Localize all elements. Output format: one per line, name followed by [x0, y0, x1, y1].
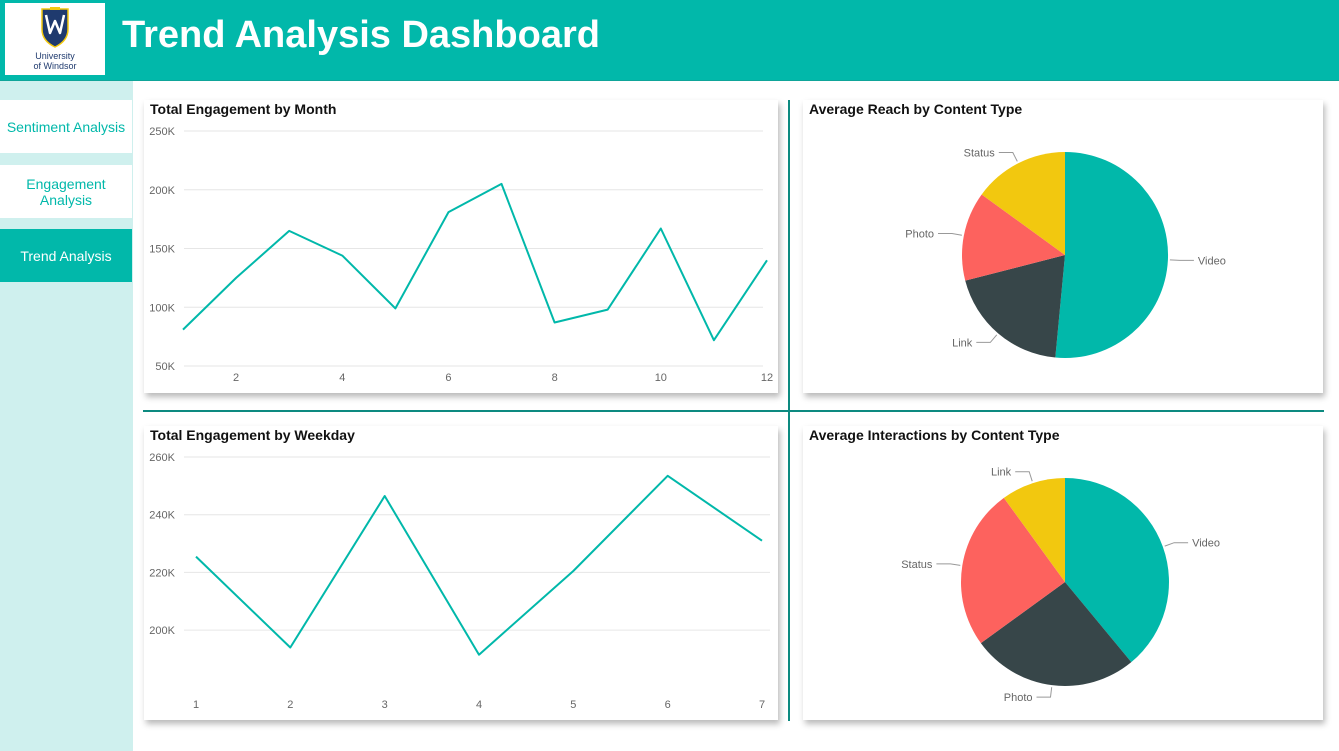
x-tick-label: 1: [193, 699, 199, 711]
leader-line: [936, 563, 961, 566]
nav-engagement-analysis-label: Engagement Analysis: [26, 175, 106, 208]
data-point: [382, 493, 388, 499]
header-bar: University of Windsor Trend Analysis Das…: [0, 0, 1339, 81]
pie-slice-status: [960, 497, 1065, 644]
slice-label-link: Link: [952, 337, 973, 349]
leader-line: [1169, 259, 1194, 261]
engagement-by-month-card[interactable]: Total Engagement by Month 50K 100K 150K 200…: [144, 100, 778, 393]
interactions-by-content-card[interactable]: Average Interactions by Content Type Vid…: [803, 426, 1323, 720]
x-tick-label: 6: [665, 699, 671, 711]
leader-line: [1164, 542, 1189, 547]
x-tick-label: 10: [655, 372, 667, 384]
nav-trend-analysis[interactable]: Trend Analysis: [0, 229, 132, 282]
leader-line: [998, 152, 1018, 162]
slice-label-status: Status: [901, 559, 933, 571]
university-logo: University of Windsor: [5, 3, 105, 75]
data-point: [445, 209, 451, 215]
interactions-by-content-title: Average Interactions by Content Type: [809, 427, 1060, 443]
y-tick-label: 250K: [149, 126, 175, 138]
x-tick-label: 5: [570, 699, 576, 711]
pie-slice-video: [1055, 152, 1169, 359]
y-tick-label: 100K: [149, 302, 175, 314]
data-point: [665, 473, 671, 479]
data-point: [658, 226, 664, 232]
series-line: [195, 474, 763, 656]
pie-slice-link: [1003, 478, 1065, 582]
engagement-by-month-title: Total Engagement by Month: [150, 101, 337, 117]
sidebar: Sentiment Analysis Engagement Analysis T…: [0, 81, 133, 751]
data-point: [552, 320, 558, 326]
data-point: [287, 644, 293, 650]
y-tick-label: 200K: [149, 625, 175, 637]
data-point: [764, 257, 770, 263]
data-point: [233, 275, 239, 281]
nav-sentiment-analysis-label: Sentiment Analysis: [6, 118, 126, 135]
slice-label-status: Status: [964, 148, 996, 160]
y-tick-label: 50K: [155, 361, 175, 373]
engagement-by-month-chart: 50K 100K 150K 200K 250K 2 4 6 8 10 12: [149, 126, 773, 384]
shield-icon: [41, 7, 69, 48]
data-point: [476, 652, 482, 658]
page-title: Trend Analysis Dashboard: [122, 14, 600, 56]
slice-label-video: Video: [1198, 255, 1226, 267]
horizontal-divider: [143, 410, 1324, 412]
pie-slice-link: [965, 255, 1065, 358]
logo-text-line1: University: [35, 51, 75, 61]
y-tick-label: 150K: [149, 244, 175, 256]
data-point: [180, 327, 186, 333]
x-tick-label: 12: [761, 372, 773, 384]
x-tick-label: 2: [287, 699, 293, 711]
leader-line: [1036, 687, 1053, 698]
x-tick-label: 6: [445, 372, 451, 384]
data-point: [570, 568, 576, 574]
pie-slice-video: [1065, 478, 1169, 663]
nav-engagement-analysis[interactable]: Engagement Analysis: [0, 165, 132, 218]
slice-label-video: Video: [1192, 538, 1220, 550]
x-tick-label: 3: [382, 699, 388, 711]
slice-label-photo: Photo: [905, 229, 934, 241]
x-tick-label: 8: [552, 372, 558, 384]
leader-line: [976, 334, 998, 343]
reach-by-content-title: Average Reach by Content Type: [809, 101, 1023, 117]
y-tick-label: 200K: [149, 185, 175, 197]
leader-line: [938, 233, 962, 236]
data-point: [286, 228, 292, 234]
engagement-by-weekday-chart: 200K 220K 240K 260K 1 2 3 4 5 6 7: [149, 452, 770, 711]
data-point: [605, 307, 611, 313]
data-point: [339, 253, 345, 259]
nav-trend-analysis-label: Trend Analysis: [20, 247, 112, 264]
reach-by-content-card[interactable]: Average Reach by Content Type Video Link P…: [803, 100, 1323, 393]
y-tick-label: 260K: [149, 452, 175, 464]
slice-label-link: Link: [991, 467, 1012, 479]
data-point: [499, 181, 505, 187]
pie-slice-photo: [962, 194, 1065, 281]
reach-by-content-chart: Video Link Photo Status: [905, 148, 1226, 359]
pie-slice-status: [981, 152, 1065, 255]
x-tick-label: 4: [476, 699, 482, 711]
nav-sentiment-analysis[interactable]: Sentiment Analysis: [0, 100, 132, 153]
pie-slice-photo: [980, 582, 1132, 686]
data-point: [711, 337, 717, 343]
engagement-by-weekday-card[interactable]: Total Engagement by Weekday 200K 220K 240K…: [144, 426, 778, 720]
x-tick-label: 2: [233, 372, 239, 384]
series-line: [182, 182, 768, 342]
slice-label-photo: Photo: [1004, 692, 1033, 704]
leader-line: [1015, 471, 1033, 482]
x-tick-label: 7: [759, 699, 765, 711]
y-tick-label: 240K: [149, 510, 175, 522]
logo-text-line2: of Windsor: [33, 61, 77, 71]
interactions-by-content-chart: Video Photo Status Link: [901, 467, 1220, 704]
data-point: [759, 538, 765, 544]
x-tick-label: 4: [339, 372, 345, 384]
y-tick-label: 220K: [149, 567, 175, 579]
data-point: [392, 305, 398, 311]
engagement-by-weekday-title: Total Engagement by Weekday: [150, 427, 355, 443]
data-point: [193, 554, 199, 560]
